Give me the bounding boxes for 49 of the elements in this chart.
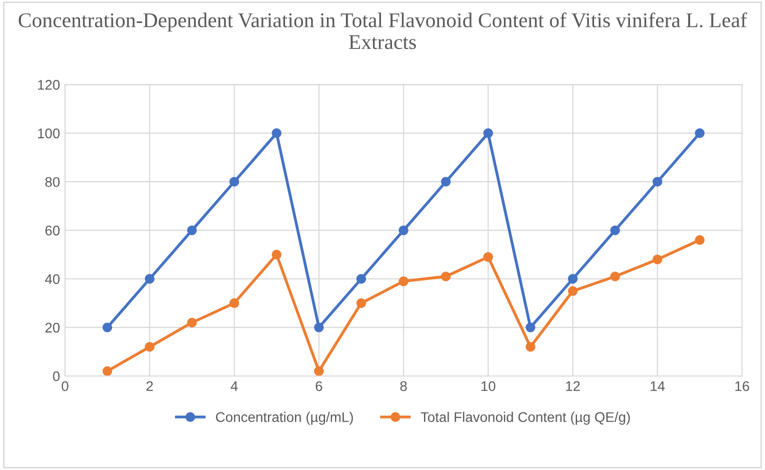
point xyxy=(568,274,578,284)
point xyxy=(314,322,324,332)
y-tick-label: 20 xyxy=(45,322,60,333)
point xyxy=(356,274,366,284)
point xyxy=(102,366,112,376)
x-tick-label: 8 xyxy=(400,381,407,392)
x-tick-label: 2 xyxy=(146,381,153,391)
point xyxy=(568,286,578,296)
point xyxy=(229,298,240,308)
point xyxy=(526,342,536,352)
point xyxy=(187,225,197,236)
x-tick-label: 16 xyxy=(735,381,750,392)
point xyxy=(526,322,536,332)
point xyxy=(483,252,494,262)
y-tick-label: 40 xyxy=(45,274,60,284)
point xyxy=(483,128,494,138)
point xyxy=(694,128,705,138)
point xyxy=(144,274,155,284)
point xyxy=(652,254,662,264)
point xyxy=(272,250,282,260)
y-tick-label: 60 xyxy=(45,226,60,236)
chart-title: Concentration-Dependent Variation in Total Flavonoid Content of Vitis vinifera L. Leaf Extracts xyxy=(18,12,748,50)
point xyxy=(440,272,451,282)
point xyxy=(440,176,451,187)
point xyxy=(314,366,324,376)
point xyxy=(356,298,366,308)
legend-label: Total Flavonoid Content (µg QE/g) xyxy=(420,412,630,425)
point xyxy=(652,176,662,187)
point xyxy=(398,225,408,236)
x-tick-label: 14 xyxy=(650,381,665,391)
point xyxy=(398,276,408,286)
y-tick-label: 120 xyxy=(38,80,60,90)
point xyxy=(610,225,620,236)
point xyxy=(102,322,112,332)
x-tick-label: 6 xyxy=(316,381,322,392)
point xyxy=(272,128,282,138)
x-tick-label: 10 xyxy=(482,381,496,392)
point xyxy=(229,176,240,187)
y-tick-label: 100 xyxy=(38,128,60,138)
x-tick-label: 0 xyxy=(62,381,68,392)
legend-label: Concentration (µg/mL) xyxy=(216,412,353,425)
x-tick-label: 12 xyxy=(566,381,580,391)
x-tick-label: 4 xyxy=(230,381,238,391)
y-tick-label: 0 xyxy=(52,371,60,382)
point xyxy=(610,272,620,282)
point xyxy=(694,235,705,245)
point xyxy=(144,342,155,352)
y-tick-label: 80 xyxy=(45,177,60,187)
point xyxy=(187,318,197,328)
